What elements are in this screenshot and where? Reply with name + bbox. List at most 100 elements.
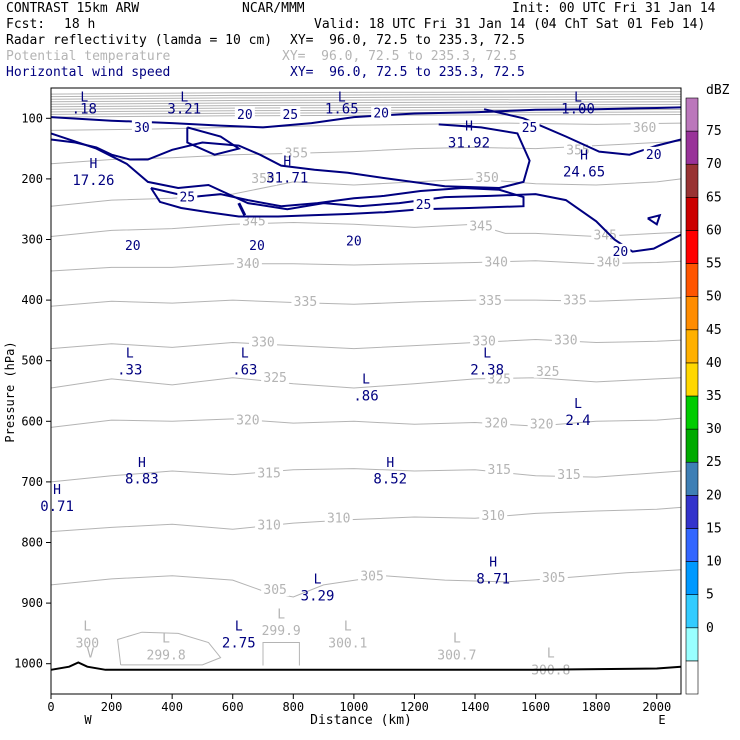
wind-label: 30: [134, 121, 150, 136]
colorbar-level-label: 60: [706, 223, 722, 238]
terrain-layer: [50, 661, 682, 671]
potential-temperature-layer: 360 355 355 350 350 345 345 345 340 340 340 335 335 3…: [50, 91, 682, 679]
wind-extremum-type: H: [89, 157, 97, 172]
plot-frame: [50, 87, 682, 695]
theta-label: 330: [554, 333, 577, 348]
theta-label: 335: [563, 293, 586, 308]
colorbar-swatch: [685, 395, 699, 430]
theta-extremum-value: 300.1: [328, 636, 367, 651]
wind-extremum-value: 2.38: [470, 363, 504, 379]
colorbar-level-label: 5: [706, 588, 714, 603]
theta-label: 350: [475, 171, 498, 186]
theta-label-bg: [594, 254, 623, 269]
wind-label-bg: [280, 106, 301, 121]
x-tick-label: 400: [161, 700, 183, 714]
theta-contour-320: [50, 417, 682, 428]
theta-extremum-type: L: [83, 619, 91, 634]
wind-label: 20: [237, 108, 253, 123]
wind-label-bg: [371, 105, 392, 120]
x-axis-east-label: E: [658, 713, 665, 727]
theta-label: 330: [251, 336, 274, 351]
theta-extremum-value: 299.8: [147, 648, 186, 663]
wind-extremum-value: 31.71: [266, 171, 308, 187]
x-tick-label: 1600: [521, 700, 550, 714]
theta-contour-upper: [50, 93, 682, 98]
wind-label-bg: [519, 120, 540, 135]
colorbar-swatch: [685, 97, 699, 132]
theta-extremum-type: L: [277, 607, 285, 622]
theta-label-bg: [261, 369, 290, 384]
theta-extremum-value: 300.8: [531, 664, 570, 679]
theta-contour-360: [50, 122, 682, 131]
wind-extremum-value: 8.52: [373, 472, 407, 488]
wind-label: 25: [282, 108, 298, 123]
y-tick-label: 700: [21, 475, 43, 489]
colorbar-swatch: [685, 329, 699, 364]
theta-label: 330: [472, 335, 495, 350]
theta-label: 345: [469, 219, 492, 234]
wind-extremum-type: L: [483, 347, 491, 362]
wind-label: 25: [522, 121, 538, 136]
wind-contour-20: [483, 108, 682, 156]
wind-label: 20: [646, 148, 662, 163]
field-name-wind: Horizontal wind speed: [6, 65, 171, 80]
colorbar-level-label: 10: [706, 555, 722, 570]
wind-label-bg: [177, 189, 198, 204]
wind-label: 25: [416, 198, 432, 213]
theta-label: 340: [597, 256, 620, 271]
y-tick-label: 1000: [14, 657, 43, 671]
field-xy-theta: XY= 96.0, 72.5 to 235.3, 72.5: [282, 49, 517, 64]
x-tick-label: 1800: [582, 700, 611, 714]
wind-extremum-value: .86: [353, 389, 378, 405]
wind-label-bg: [246, 237, 267, 252]
theta-contour-330: [50, 338, 682, 350]
wind-extremum-value: 8.71: [476, 572, 510, 588]
wind-extremum-value: 17.26: [72, 173, 114, 189]
init-time: Init: 00 UTC Fri 31 Jan 14: [512, 1, 716, 16]
colorbar-level-label: 20: [706, 488, 722, 503]
colorbar-swatch: [685, 594, 699, 629]
theta-label-bg: [324, 510, 353, 525]
theta-extremum-value: 299.9: [262, 624, 301, 639]
y-tick-label: 600: [21, 414, 43, 428]
theta-extremum-type: L: [453, 631, 461, 646]
wind-extremum-type: H: [580, 149, 588, 164]
theta-label-bg: [539, 569, 568, 584]
wind-label-bg: [343, 233, 364, 248]
terrain-line: [50, 661, 682, 671]
wind-label-bg: [413, 197, 434, 212]
theta-contour-upper: [50, 106, 682, 110]
colorbar-swatch: [685, 561, 699, 595]
fcst-label: Fcst:: [6, 17, 46, 32]
colorbar-swatch: [685, 528, 699, 562]
field-xy-reflectivity: XY= 96.0, 72.5 to 235.3, 72.5: [290, 33, 525, 48]
theta-label-bg: [482, 254, 511, 269]
colorbar: 0 5 10 15 20 25 30 35 40 45 50 55 60 65 70 75: [685, 97, 722, 695]
wind-extremum-value: .18: [72, 101, 97, 117]
colorbar-swatch: [685, 495, 699, 529]
theta-contour-300: [262, 642, 300, 666]
wind-contour-25: [150, 186, 525, 218]
theta-label: 360: [633, 121, 656, 136]
colorbar-level-label: 45: [706, 323, 722, 338]
wind-extremum-type: H: [489, 556, 497, 571]
theta-label: 325: [536, 365, 559, 380]
wind-contour-small: [237, 202, 247, 216]
wind-label-bg: [643, 146, 664, 161]
wind-label: 20: [346, 235, 362, 250]
wind-extremum-value: 8.83: [125, 472, 159, 488]
theta-label: 355: [566, 144, 589, 159]
theta-label-bg: [255, 517, 284, 532]
theta-contour-345: [50, 221, 682, 238]
theta-label-bg: [473, 169, 502, 184]
field-name-reflectivity: Radar reflectivity (lamda = 10 cm): [6, 33, 273, 48]
theta-label-bg: [554, 466, 583, 481]
theta-label-bg: [291, 294, 320, 309]
colorbar-level-label: 40: [706, 356, 722, 371]
wind-extremum-type: H: [465, 119, 473, 134]
theta-contour-upper: [50, 96, 682, 100]
wind-extremum-type: L: [574, 90, 582, 105]
wind-extremum-type: L: [180, 90, 188, 105]
theta-label: 320: [484, 416, 507, 431]
